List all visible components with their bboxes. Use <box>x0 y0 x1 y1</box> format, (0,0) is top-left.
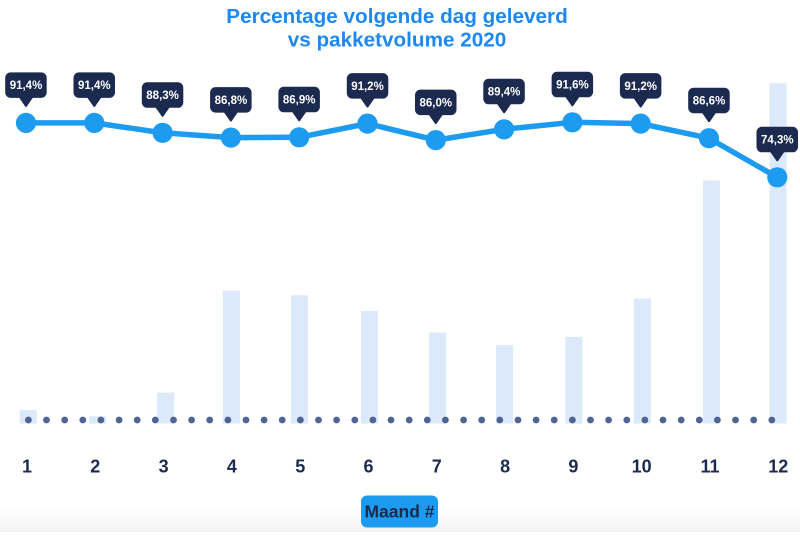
svg-text:86,0%: 86,0% <box>419 97 452 109</box>
svg-text:6: 6 <box>363 457 373 477</box>
svg-text:91,6%: 91,6% <box>556 80 589 92</box>
svg-text:89,4%: 89,4% <box>488 87 521 99</box>
svg-text:91,4%: 91,4% <box>10 80 43 92</box>
svg-text:86,9%: 86,9% <box>283 95 316 107</box>
svg-text:4: 4 <box>227 457 237 477</box>
svg-text:91,4%: 91,4% <box>78 80 111 92</box>
svg-text:74,3%: 74,3% <box>761 135 794 147</box>
svg-text:1: 1 <box>22 457 32 477</box>
svg-text:11: 11 <box>700 457 719 477</box>
svg-text:3: 3 <box>159 457 169 477</box>
svg-text:7: 7 <box>432 457 442 477</box>
svg-text:88,3%: 88,3% <box>146 90 179 102</box>
svg-text:5: 5 <box>295 457 305 477</box>
svg-text:2: 2 <box>90 457 100 477</box>
svg-text:91,2%: 91,2% <box>351 81 384 93</box>
svg-text:91,2%: 91,2% <box>624 81 657 93</box>
svg-text:10: 10 <box>632 457 652 477</box>
svg-text:8: 8 <box>500 457 510 477</box>
svg-text:12: 12 <box>768 457 788 477</box>
svg-text:9: 9 <box>568 457 578 477</box>
svg-text:Percentage volgende dag geleve: Percentage volgende dag geleverd <box>226 5 567 28</box>
svg-text:vs pakketvolume 2020: vs pakketvolume 2020 <box>288 29 507 52</box>
svg-text:86,6%: 86,6% <box>693 96 726 108</box>
svg-text:86,8%: 86,8% <box>215 95 248 107</box>
svg-text:Maand #: Maand # <box>364 502 434 522</box>
